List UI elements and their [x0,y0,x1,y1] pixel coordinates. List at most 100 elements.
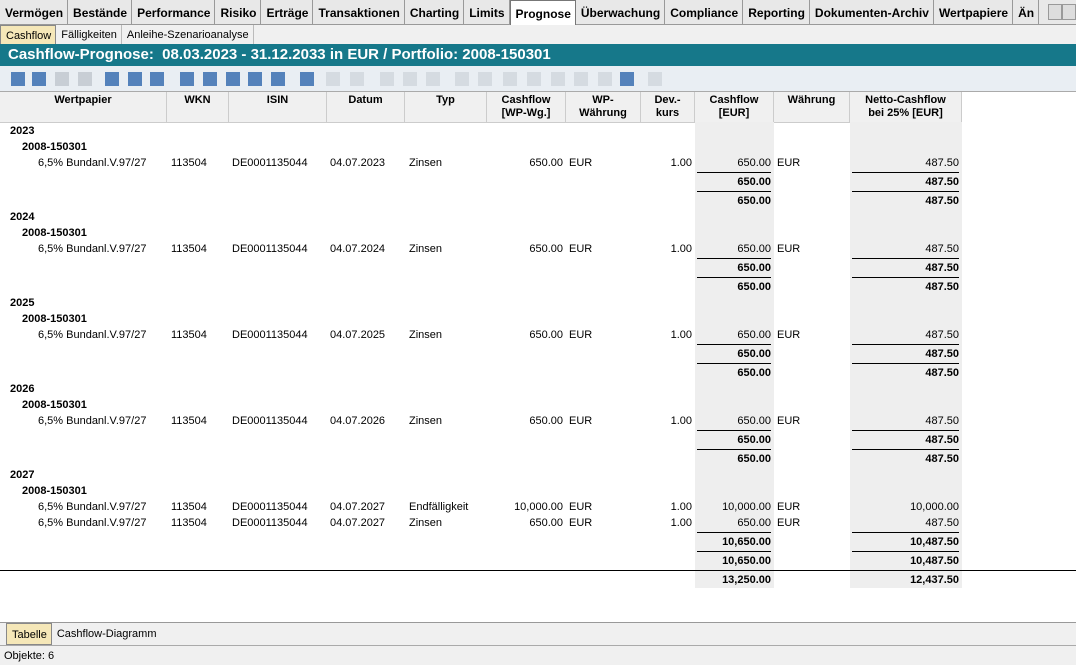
toolbar-button[interactable] [300,72,314,86]
toolbar-button[interactable] [326,72,340,86]
cell: Endfälligkeit [409,501,469,513]
cell: EUR [569,329,593,341]
cell: 113504 [171,329,207,341]
tab[interactable]: Reporting [743,0,810,24]
toolbar-button[interactable] [403,72,417,86]
column-header[interactable]: WKN [167,92,229,122]
cell: DE0001135044 [232,243,308,255]
toolbar-button[interactable] [648,72,662,86]
toolbar-button[interactable] [503,72,517,86]
toolbar-button[interactable] [455,72,469,86]
rule [852,532,959,533]
column-header[interactable]: WP- Währung [566,92,641,122]
column-header[interactable]: Cashflow [WP-Wg.] [487,92,566,122]
tab[interactable]: Compliance [665,0,744,24]
tab[interactable]: Überwachung [576,0,666,24]
bottom-tabs: Tabelle Cashflow-Diagramm [0,622,1076,645]
toolbar-button[interactable] [620,72,634,86]
cell: EUR [569,243,593,255]
cell: 487.50 [925,157,959,169]
cell: 650.00 [529,329,563,341]
tab[interactable]: Erträge [261,0,314,24]
year-label: 2023 [10,125,35,137]
sub-tabs: Cashflow Fälligkeiten Anleihe-Szenarioanal… [0,25,1076,46]
cell: 6,5% Bundanl.V.97/27 [38,517,147,529]
scroll-right[interactable] [1062,4,1076,20]
toolbar-button[interactable] [426,72,440,86]
cell: Zinsen [409,329,443,341]
column-header[interactable]: Dev.- kurs [641,92,695,122]
cell: 487.50 [925,262,959,274]
toolbar-button[interactable] [527,72,541,86]
toolbar-button[interactable] [551,72,565,86]
toolbar-button[interactable] [350,72,364,86]
tab[interactable]: Vermögen [0,0,69,24]
column-header[interactable]: Währung [774,92,850,122]
cell: 113504 [171,243,207,255]
toolbar-button[interactable] [32,72,46,86]
column-header[interactable]: Cashflow [EUR] [695,92,774,122]
column-header[interactable]: Typ [405,92,487,122]
cell: 487.50 [925,348,959,360]
tab[interactable]: Än [1013,0,1040,24]
cell: EUR [777,157,801,169]
tab[interactable]: Transaktionen [313,0,405,24]
header-line: Wertpapier [54,94,112,106]
tab[interactable]: Performance [132,0,216,24]
column-header[interactable]: Netto-Cashflow bei 25% [EUR] [850,92,962,122]
tab[interactable]: Bestände [68,0,133,24]
cell: 487.50 [925,176,959,188]
cell: 487.50 [925,195,959,207]
cell: EUR [569,501,593,513]
column-shade [850,122,962,588]
sub-tab[interactable]: Fälligkeiten [56,25,122,44]
bottom-tab[interactable]: Cashflow-Diagramm [56,628,157,640]
toolbar-button[interactable] [574,72,588,86]
tab[interactable]: Risiko [215,0,262,24]
cell: 650.00 [737,415,771,427]
column-header[interactable]: Wertpapier [0,92,167,122]
toolbar-button[interactable] [598,72,612,86]
cell: 650.00 [737,348,771,360]
tab[interactable]: Limits [464,0,510,24]
toolbar-button[interactable] [180,72,194,86]
header-line: Datum [348,94,383,106]
header-line: Cashflow [709,94,759,106]
sub-tab[interactable]: Cashflow [0,25,57,46]
toolbar-button[interactable] [105,72,119,86]
toolbar-button[interactable] [150,72,164,86]
scroll-left[interactable] [1048,4,1062,20]
tab[interactable]: Prognose [509,0,576,26]
cell: 10,650.00 [722,536,771,548]
cell: 487.50 [925,453,959,465]
toolbar-button[interactable] [128,72,142,86]
cell: Zinsen [409,243,443,255]
toolbar-button[interactable] [226,72,240,86]
cell: 650.00 [529,415,563,427]
toolbar-button[interactable] [271,72,285,86]
rule [697,363,771,364]
tab[interactable]: Dokumenten-Archiv [810,0,934,24]
cell: 650.00 [737,262,771,274]
toolbar-button[interactable] [11,72,25,86]
column-header[interactable]: Datum [327,92,405,122]
header-line: Cashflow [501,94,551,106]
page-title: Cashflow-Prognose: 08.03.2023 - 31.12.20… [0,44,1076,66]
toolbar-button[interactable] [248,72,262,86]
column-header[interactable]: ISIN [229,92,327,122]
sub-tab[interactable]: Anleihe-Szenarioanalyse [122,25,254,44]
cell: 650.00 [529,517,563,529]
tab[interactable]: Wertpapiere [934,0,1014,24]
toolbar-button[interactable] [478,72,492,86]
bottom-tab[interactable]: Tabelle [6,623,52,645]
cell: 113504 [171,517,207,529]
toolbar-button[interactable] [55,72,69,86]
tab[interactable]: Charting [405,0,465,24]
toolbar-button[interactable] [78,72,92,86]
portfolio-label: 2008-150301 [22,485,87,497]
toolbar-button[interactable] [380,72,394,86]
header-line: Netto-Cashflow [865,94,946,106]
cell: 650.00 [529,157,563,169]
header-line: ISIN [266,94,289,106]
toolbar-button[interactable] [203,72,217,86]
